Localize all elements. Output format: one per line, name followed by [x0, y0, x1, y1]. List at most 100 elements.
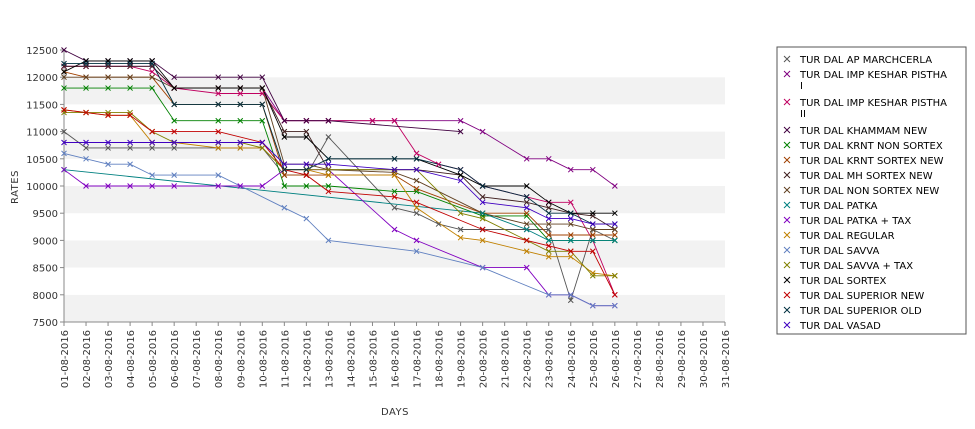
data-point [413, 204, 420, 211]
data-point [479, 226, 486, 233]
legend-marker [783, 141, 791, 149]
data-point [171, 172, 178, 178]
data-point [259, 85, 266, 91]
x-tick-label: 26-08-2016 [611, 330, 622, 388]
data-point [523, 183, 530, 189]
data-point [83, 85, 89, 91]
data-point [61, 150, 67, 157]
data-point [215, 128, 222, 135]
x-tick-label: 07-08-2016 [192, 330, 203, 388]
data-point [61, 128, 67, 135]
legend: TUR DAL AP MARCHCERLA TUR DAL IMP KESHAR … [776, 46, 967, 335]
data-point [457, 117, 464, 124]
grid-band [64, 186, 725, 214]
data-point [127, 145, 133, 151]
data-point [611, 237, 618, 244]
legend-label: TUR DAL SUPERIOR NEW [799, 291, 924, 302]
data-point [589, 226, 596, 233]
data-point [523, 199, 530, 206]
x-tick-label: 09-08-2016 [236, 330, 247, 388]
data-point [611, 183, 618, 189]
data-point [589, 237, 596, 244]
data-point [127, 74, 133, 81]
series-line [63, 131, 615, 302]
data-point [61, 47, 67, 53]
data-point [567, 232, 574, 238]
data-point [413, 150, 420, 157]
x-tick-label: 22-08-2016 [523, 330, 534, 388]
data-point [567, 237, 574, 244]
data-point [105, 74, 111, 81]
legend-label: I [800, 81, 803, 92]
data-point [545, 253, 552, 260]
data-point [61, 85, 67, 91]
data-point [105, 139, 111, 146]
data-point [611, 291, 618, 298]
data-point [391, 117, 398, 124]
data-point [237, 90, 244, 97]
legend-marker [783, 261, 791, 269]
legend-label: TUR DAL IMP KESHAR PISTHA [799, 70, 947, 81]
y-tick-label: 7500 [33, 318, 58, 329]
data-point [567, 199, 574, 206]
data-point [545, 232, 552, 238]
data-point [105, 112, 111, 119]
data-point [413, 177, 420, 184]
data-point [523, 237, 530, 244]
data-point [61, 68, 67, 75]
legend-marker [783, 291, 791, 299]
data-point [589, 221, 596, 227]
grid-band [64, 294, 725, 322]
data-point [303, 166, 310, 173]
data-point [391, 194, 398, 200]
data-point [171, 117, 178, 124]
legend-item: TUR DAL SAVVA [783, 246, 879, 257]
data-point [127, 60, 133, 67]
data-point [83, 139, 89, 146]
x-tick-label: 18-08-2016 [435, 330, 446, 388]
y-tick-label: 8000 [33, 291, 58, 302]
data-point [611, 210, 618, 217]
legend-label: TUR DAL SUPERIOR OLD [799, 306, 922, 317]
legend-item: TUR DAL SUPERIOR OLD [783, 306, 922, 317]
legend-label: TUR DAL SAVVA [799, 246, 879, 257]
data-point [127, 161, 133, 168]
data-point [215, 172, 222, 178]
data-point [523, 194, 530, 200]
legend-item: TUR DAL KHAMMAM NEW [783, 126, 927, 137]
data-point [281, 128, 288, 135]
legend-label: TUR DAL VASAD [799, 321, 881, 332]
data-point [545, 215, 552, 222]
data-point [523, 210, 530, 217]
data-point [149, 85, 155, 91]
data-point [105, 145, 111, 151]
data-point [567, 210, 574, 217]
data-point [325, 183, 332, 189]
legend-item: TUR DAL VASAD [783, 321, 881, 332]
data-point [215, 183, 222, 189]
grid-band [64, 77, 725, 105]
data-point [611, 272, 618, 279]
data-point [215, 145, 222, 151]
x-axis-title: DAYS [381, 407, 409, 418]
data-point [149, 74, 155, 81]
y-axis: 7500 8000 8500 9000 9500 10000 10500 11000 11500… [26, 46, 65, 329]
legend-label: TUR DAL PATKA + TAX [799, 216, 911, 227]
data-point [149, 172, 155, 178]
series-line [63, 152, 615, 307]
data-point [105, 85, 111, 91]
data-point [303, 172, 310, 178]
legend-marker [783, 55, 791, 63]
legend-marker [783, 246, 791, 254]
data-point [567, 248, 574, 255]
data-point [325, 134, 332, 140]
data-point [259, 145, 266, 151]
data-point [523, 221, 530, 227]
legend-label: II [800, 109, 806, 120]
y-tick-label: 12500 [26, 46, 58, 57]
legend-item: TUR DAL NON SORTEX NEW [783, 186, 939, 197]
data-point [325, 117, 332, 124]
data-point [435, 161, 442, 168]
data-point [83, 74, 89, 81]
x-tick-label: 02-08-2016 [82, 330, 93, 388]
